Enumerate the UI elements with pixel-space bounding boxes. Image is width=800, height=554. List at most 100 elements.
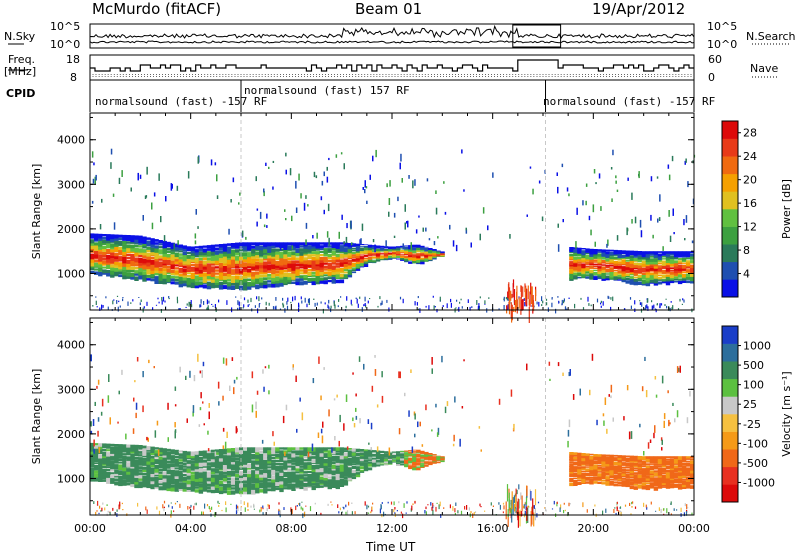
echo-cell (174, 273, 179, 276)
echo-cell (267, 466, 272, 469)
echo-cell (218, 275, 224, 280)
echo-cell (130, 250, 135, 254)
ground-speckle (303, 512, 306, 517)
echo-speckle (594, 241, 596, 247)
echo-cell (98, 462, 103, 467)
echo-speckle (526, 214, 528, 217)
echo-cell (641, 484, 647, 488)
echo-cell (243, 285, 248, 291)
ground-speckle (346, 296, 348, 301)
echo-cell (339, 473, 345, 478)
echo-speckle (109, 417, 111, 425)
echo-cell (690, 456, 695, 459)
ground-speckle (630, 513, 632, 515)
echo-cell (408, 251, 413, 255)
echo-cell (162, 280, 167, 285)
ground-speckle (619, 510, 621, 512)
echo-cell (210, 452, 216, 457)
echo-cell (428, 455, 433, 457)
ground-speckle (490, 502, 492, 506)
echo-cell (363, 468, 369, 472)
echo-speckle (118, 177, 121, 184)
echo-cell (396, 451, 401, 454)
echo-cell (428, 257, 433, 260)
echo-cell (577, 475, 582, 478)
echo-cell (621, 259, 626, 262)
streak-speckle (518, 297, 520, 309)
echo-cell (263, 479, 268, 484)
echo-cell (649, 477, 655, 481)
echo-speckle (265, 162, 267, 166)
echo-cell (657, 272, 663, 274)
streak-speckle (512, 497, 514, 515)
echo-cell (235, 480, 240, 485)
echo-cell (210, 266, 216, 271)
echo-cell (388, 254, 393, 256)
echo-cell (577, 481, 582, 485)
echo-cell (271, 484, 276, 489)
echo-cell (186, 477, 191, 480)
echo-cell (114, 464, 119, 469)
ground-speckle (536, 301, 538, 305)
echo-cell (275, 267, 280, 271)
echo-cell (110, 270, 115, 275)
echo-cell (243, 460, 248, 465)
echo-cell (323, 461, 328, 466)
ground-speckle (647, 298, 649, 303)
echo-cell (255, 482, 260, 488)
echo-cell (218, 483, 224, 487)
echo-cell (581, 464, 586, 466)
echo-cell (343, 468, 349, 473)
echo-cell (685, 471, 691, 475)
echo-cell (665, 281, 671, 286)
echo-cell (392, 248, 397, 251)
echo-speckle (362, 187, 364, 190)
echo-cell (134, 483, 139, 489)
echo-cell (218, 259, 224, 263)
ground-speckle (307, 298, 310, 303)
ground-speckle (386, 299, 388, 303)
echo-cell (315, 485, 320, 489)
echo-speckle (282, 415, 285, 424)
echo-cell (283, 456, 288, 461)
ground-speckle (316, 302, 318, 306)
echo-cell (673, 458, 679, 461)
echo-cell (661, 486, 667, 488)
ground-speckle (256, 296, 258, 300)
echo-cell (690, 458, 695, 461)
echo-cell (589, 273, 594, 277)
echo-cell (134, 474, 139, 478)
streak-speckle (534, 489, 537, 506)
echo-speckle (153, 366, 155, 369)
echo-cell (371, 255, 377, 256)
ground-speckle (527, 505, 529, 508)
echo-speckle (214, 162, 217, 166)
colorbar-tick-label: -25 (743, 418, 761, 431)
echo-speckle (582, 200, 584, 206)
echo-cell (573, 473, 578, 476)
echo-cell (230, 490, 236, 495)
streak-speckle (530, 491, 532, 501)
echo-cell (259, 460, 264, 464)
echo-cell (218, 480, 224, 485)
echo-speckle (326, 166, 328, 171)
ground-speckle (187, 506, 189, 510)
echo-cell (404, 460, 409, 463)
streak-speckle (532, 498, 534, 516)
echo-cell (621, 277, 626, 281)
echo-cell (222, 461, 228, 465)
echo-speckle (174, 386, 177, 391)
echo-cell (98, 242, 103, 247)
echo-cell (408, 460, 413, 462)
echo-cell (649, 472, 655, 476)
echo-speckle (454, 396, 456, 403)
ground-speckle (161, 300, 163, 305)
echo-cell (351, 463, 357, 466)
echo-cell (649, 277, 655, 280)
echo-cell (581, 263, 586, 267)
echo-cell (106, 457, 111, 461)
echo-speckle (548, 361, 551, 366)
echo-cell (339, 453, 345, 456)
echo-cell (597, 257, 602, 262)
echo-cell (206, 284, 212, 290)
